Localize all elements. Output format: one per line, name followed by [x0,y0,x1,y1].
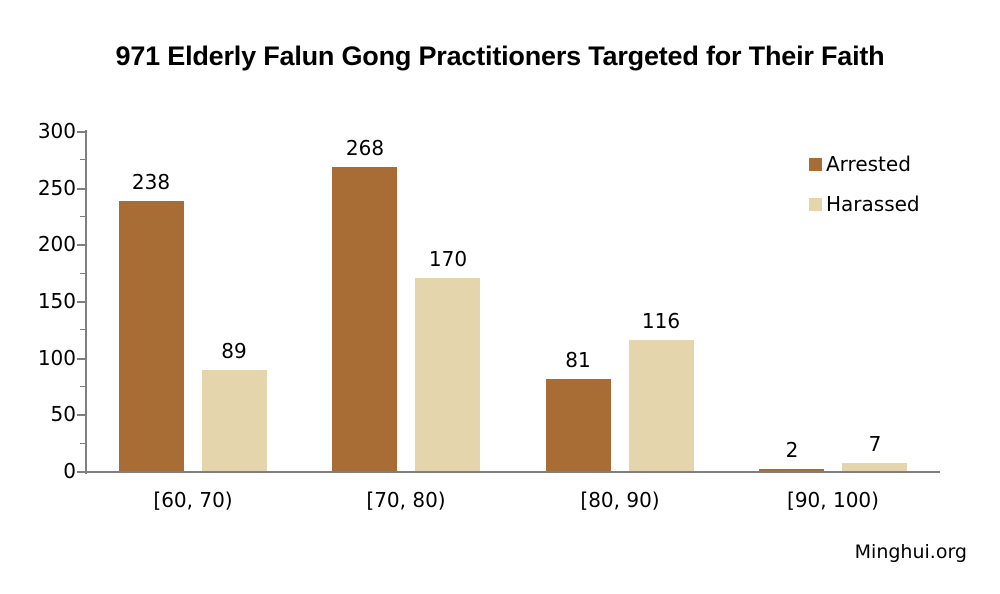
bar-value-label: 7 [868,432,882,456]
legend-marker-arrested [809,157,822,171]
y-major-tick [77,244,85,246]
x-category-label: [60, 70) [153,488,233,512]
x-category-label: [90, 100) [787,488,879,512]
x-category-label: [80, 90) [580,488,660,512]
y-major-tick [77,188,85,190]
legend-item-arrested: Arrested [809,152,920,176]
y-major-tick [77,358,85,360]
bar-value-label: 89 [221,339,247,363]
bar-harassed [629,339,694,471]
y-tick-label: 50 [50,402,76,426]
bar-value-label: 81 [565,348,591,372]
y-minor-tick [80,273,85,274]
legend-label-harassed: Harassed [826,192,920,216]
bar-harassed [202,370,267,471]
y-major-tick [77,131,85,133]
bar-value-label: 2 [785,438,799,462]
y-tick-label: 300 [37,119,76,143]
bar-value-label: 116 [641,309,681,333]
y-tick-label: 0 [63,459,76,483]
y-tick-label: 200 [37,232,76,256]
chart-title: 971 Elderly Falun Gong Practitioners Tar… [115,41,885,71]
bar-value-label: 170 [428,247,468,271]
y-major-tick [77,414,85,416]
y-major-tick [77,301,85,303]
bar-arrested [332,167,397,471]
y-major-tick [77,471,85,473]
y-minor-tick [80,443,85,444]
y-tick-label: 100 [37,346,76,370]
x-axis-line [85,471,940,473]
bar-arrested [119,201,184,471]
bar-arrested [546,379,611,471]
y-minor-tick [80,329,85,330]
legend-marker-harassed [809,197,822,211]
y-minor-tick [80,386,85,387]
y-minor-tick [80,159,85,160]
legend: Arrested Harassed [809,152,920,232]
source-credit: Minghui.org [854,541,967,563]
x-category-label: [70, 80) [366,488,446,512]
y-tick-label: 250 [37,176,76,200]
bar-harassed [415,278,480,471]
bar-harassed [842,463,907,471]
y-minor-tick [80,216,85,217]
y-axis-line [85,130,87,474]
bar-arrested [759,468,824,471]
y-tick-label: 150 [37,289,76,313]
bar-value-label: 238 [131,170,171,194]
legend-label-arrested: Arrested [826,152,911,176]
legend-item-harassed: Harassed [809,192,920,216]
bar-value-label: 268 [345,136,385,160]
